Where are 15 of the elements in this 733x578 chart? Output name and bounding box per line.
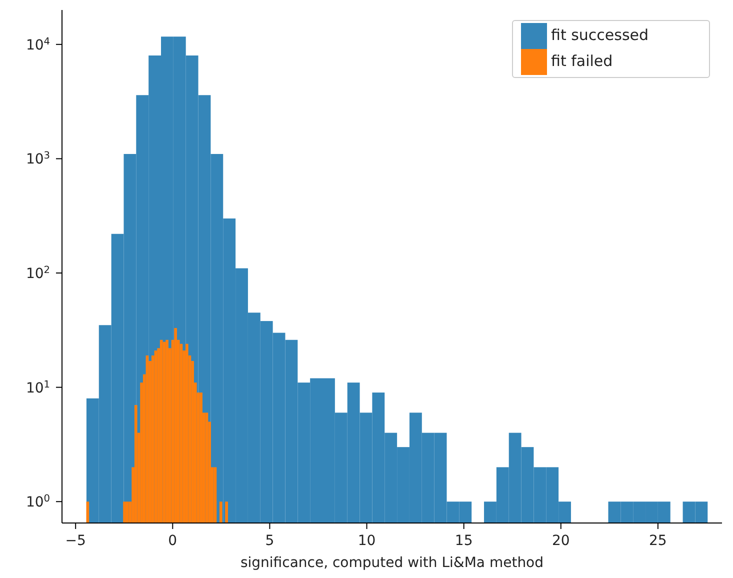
x-tick-label: 15 — [454, 533, 473, 549]
x-axis-title: significance, computed with Li&Ma method — [240, 555, 544, 571]
x-tick-label: 5 — [265, 533, 274, 549]
y-tick-label: 10$^{3}$ — [26, 150, 50, 168]
legend-label: fit failed — [551, 52, 613, 70]
x-tick-label: 0 — [168, 533, 178, 549]
y-tick-label: 10$^{0}$ — [26, 493, 50, 511]
y-tick-label: 10$^{2}$ — [26, 264, 50, 282]
y-tick-label: 10$^{1}$ — [26, 378, 50, 396]
y-tick-label: 10$^{4}$ — [26, 36, 50, 54]
x-tick-label: 20 — [552, 533, 570, 549]
x-tick-label: 10 — [358, 533, 376, 549]
x-tick-label: −5 — [65, 533, 86, 549]
x-tick-label: 25 — [649, 533, 667, 549]
legend-label: fit successed — [551, 26, 649, 44]
